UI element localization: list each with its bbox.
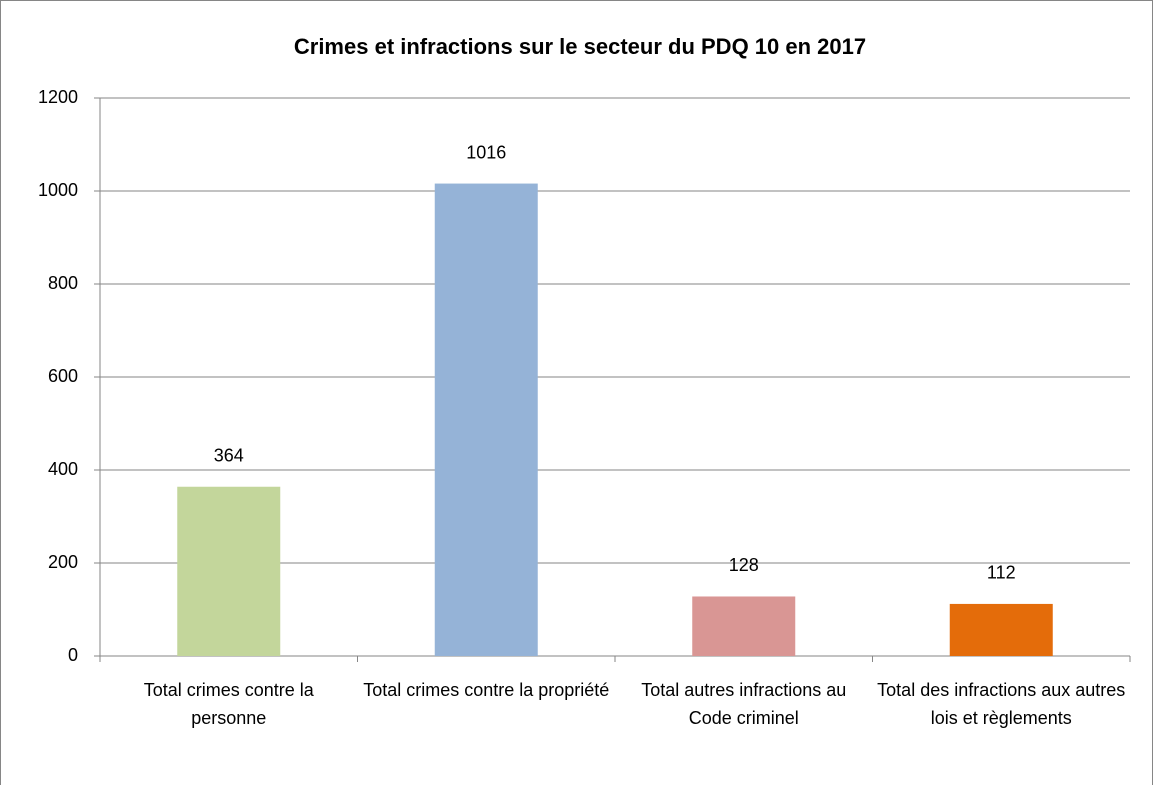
x-tick-label: Total des infractions aux autres lois et … <box>877 680 1125 728</box>
chart-title: Crimes et infractions sur le secteur du … <box>294 34 866 59</box>
y-tick-label: 1000 <box>38 180 78 200</box>
x-tick-label: Total crimes contre la propriété <box>363 680 609 700</box>
x-tick-label: Total autres infractions au Code criminel <box>641 680 846 728</box>
x-tick-label: Total crimes contre la personne <box>144 680 315 728</box>
bar <box>692 596 796 656</box>
data-label: 128 <box>729 555 759 575</box>
y-tick-label: 400 <box>48 459 78 479</box>
y-tick-label: 1200 <box>38 87 78 107</box>
data-label: 112 <box>987 563 1016 583</box>
y-tick-label: 800 <box>48 273 78 293</box>
bar <box>434 183 538 656</box>
bar <box>949 603 1053 656</box>
y-tick-label: 0 <box>68 645 78 665</box>
bar <box>177 486 281 656</box>
data-label: 364 <box>214 445 244 465</box>
y-tick-label: 600 <box>48 366 78 386</box>
data-label: 1016 <box>466 142 506 162</box>
y-tick-label: 200 <box>48 552 78 572</box>
